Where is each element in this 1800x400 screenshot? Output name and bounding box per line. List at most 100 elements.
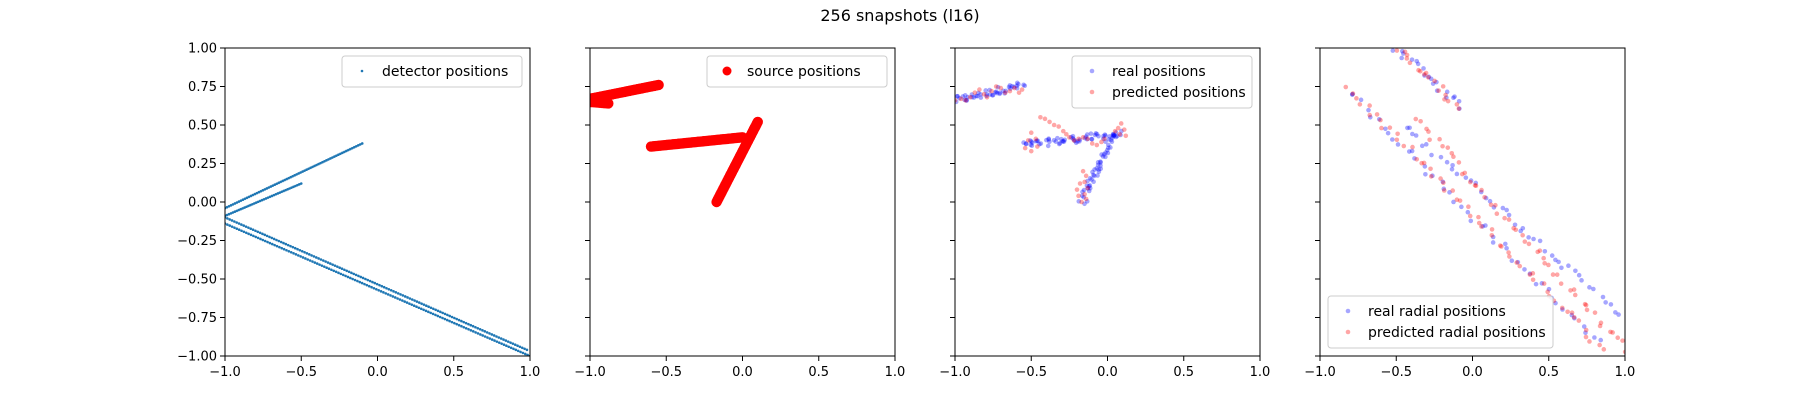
data-point: [1515, 259, 1521, 265]
data-point: [308, 259, 312, 262]
data-point: [231, 203, 235, 206]
data-point: [976, 90, 981, 96]
data-point: [978, 92, 983, 97]
legend: detector positions: [341, 55, 523, 88]
data-point: [1581, 324, 1587, 329]
data-point: [1546, 262, 1551, 268]
data-point: [1089, 136, 1094, 142]
x-tick-label: −0.5: [1380, 365, 1412, 380]
data-point: [1598, 320, 1604, 326]
data-point: [289, 244, 292, 248]
data-point: [242, 224, 246, 227]
data-point: [352, 145, 356, 149]
data-point: [455, 317, 459, 321]
plot-area: [955, 80, 1129, 207]
data-point: [243, 197, 247, 201]
data-point: [1473, 183, 1479, 189]
data-point: [471, 324, 475, 328]
data-point: [230, 219, 234, 222]
data-point: [1482, 194, 1487, 200]
data-point: [957, 96, 962, 101]
data-point: [1502, 215, 1507, 221]
data-point: [226, 223, 229, 226]
data-point: [1121, 127, 1127, 132]
data-point: [1079, 199, 1084, 205]
data-point: [286, 243, 290, 247]
data-point: [1413, 116, 1419, 122]
data-point: [1414, 58, 1420, 64]
data-point: [1113, 134, 1119, 140]
data-point: [1583, 334, 1589, 340]
data-point: [299, 255, 302, 258]
data-point: [1583, 302, 1589, 308]
data-point: [441, 311, 444, 315]
data-point: [312, 255, 316, 258]
data-point: [382, 291, 385, 294]
data-point: [277, 239, 281, 243]
data-point: [1419, 160, 1424, 166]
data-point: [303, 169, 306, 172]
data-point: [1541, 255, 1546, 261]
data-point: [513, 343, 517, 347]
data-point: [1046, 137, 1052, 142]
data-point: [1479, 224, 1484, 229]
data-point: [1014, 83, 1019, 89]
data-point: [1527, 271, 1533, 276]
data-point: [253, 202, 256, 205]
data-point: [1076, 199, 1082, 204]
data-point: [502, 343, 506, 347]
data-point: [340, 267, 344, 271]
data-point: [245, 196, 249, 200]
data-point: [339, 272, 343, 276]
data-point: [282, 247, 286, 251]
data-point: [1410, 144, 1415, 150]
data-point: [422, 308, 425, 312]
data-point: [228, 224, 232, 227]
data-point: [1422, 73, 1427, 78]
data-point: [264, 197, 268, 200]
data-point: [1504, 207, 1509, 213]
data-point: [1101, 136, 1106, 141]
data-point: [1029, 139, 1034, 144]
data-point: [1520, 232, 1525, 238]
data-point: [1441, 188, 1447, 193]
data-point: [1085, 178, 1090, 184]
data-point: [1423, 171, 1428, 177]
data-point: [1514, 260, 1520, 265]
data-point: [260, 198, 264, 202]
data-point: [1086, 183, 1092, 189]
data-point: [268, 235, 271, 239]
data-point: [1394, 137, 1400, 143]
data-point: [337, 271, 340, 275]
data-point: [448, 314, 452, 318]
data-point: [1542, 260, 1547, 266]
series-1: [590, 79, 763, 208]
data-point: [1016, 90, 1022, 95]
data-point: [488, 337, 492, 340]
subplot-3: −1.0 −0.5 0.0 0.5 1.0 real positions predicted…: [939, 47, 1270, 380]
data-point: [265, 187, 269, 190]
data-point: [1366, 107, 1371, 113]
data-point: [278, 191, 282, 194]
data-point: [1060, 139, 1066, 144]
data-point: [1444, 159, 1450, 165]
data-point: [1061, 139, 1067, 144]
data-point: [519, 350, 522, 354]
data-point: [1023, 141, 1029, 147]
data-point: [268, 195, 272, 199]
data-point: [1530, 277, 1536, 283]
data-point: [352, 272, 356, 276]
data-point: [296, 247, 299, 251]
data-point: [1067, 135, 1072, 140]
data-point: [249, 194, 253, 198]
data-point: [427, 305, 430, 309]
data-point: [1413, 133, 1419, 138]
data-point: [1518, 228, 1524, 234]
data-point: [506, 340, 510, 343]
data-point: [483, 330, 487, 333]
data-point: [292, 185, 295, 189]
data-point: [295, 173, 298, 176]
data-point: [1434, 88, 1440, 94]
data-point: [511, 342, 515, 345]
data-point: [1463, 175, 1469, 180]
